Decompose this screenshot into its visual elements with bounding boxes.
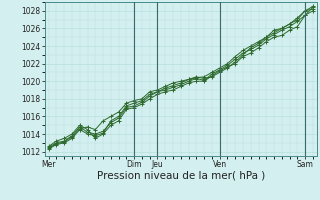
X-axis label: Pression niveau de la mer( hPa ): Pression niveau de la mer( hPa ) [97, 171, 265, 181]
